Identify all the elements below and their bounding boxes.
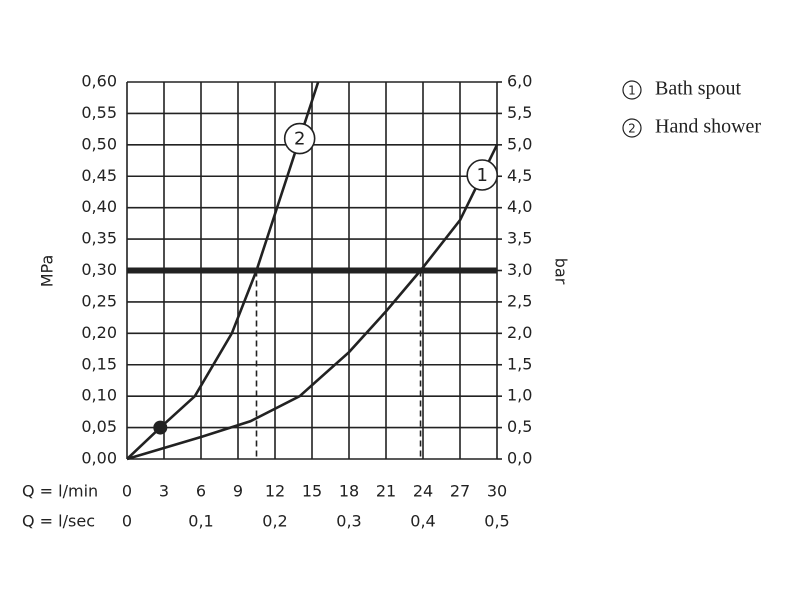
legend-symbol-text: 1 [628,84,636,98]
y-tick-label: 0,05 [81,417,117,436]
x2-tick-label: 0,2 [262,512,287,531]
y-tick-label: 0,40 [81,197,117,216]
x-tick-label: 27 [450,482,470,501]
y2-tick-label: 2,0 [507,323,532,342]
legend-label: Hand shower [655,116,761,138]
x2-tick-label: 0 [122,512,132,531]
y2-tick-label: 3,0 [507,260,532,279]
curve-label: 2 [294,129,305,150]
x2-tick-label: 0,3 [336,512,361,531]
legend-label: Bath spout [655,78,742,100]
legend-symbol [622,80,642,100]
curve-label: 1 [476,165,487,186]
y2-tick-label: 3,5 [507,229,532,248]
y-tick-label: 0,55 [81,103,117,122]
x-tick-label: 12 [265,482,285,501]
x-tick-label: 6 [196,482,206,501]
y-tick-label: 0,30 [81,260,117,279]
y-tick-label: 0,25 [81,291,117,310]
y2-tick-label: 1,5 [507,354,532,373]
x-tick-label: 3 [159,482,169,501]
y-tick-label: 0,00 [81,449,117,468]
x2-axis-label: Q = l/sec [22,512,95,531]
y2-tick-label: 6,0 [507,72,532,91]
x-tick-label: 15 [302,482,322,501]
curve-label-circle [283,122,316,155]
y-tick-label: 0,35 [81,229,117,248]
y2-tick-label: 5,0 [507,134,532,153]
x-tick-label: 9 [233,482,243,501]
y-tick-label: 0,45 [81,166,117,185]
y2-tick-label: 4,5 [507,166,532,185]
x-tick-label: 30 [487,482,507,501]
x-tick-label: 18 [339,482,359,501]
legend-symbol-text: 2 [628,122,636,136]
curve-label-circle [466,159,499,191]
y2-tick-label: 5,5 [507,103,532,122]
marked-point [153,420,168,435]
y-tick-label: 0,15 [81,354,117,373]
x-tick-label: 21 [376,482,396,501]
y2-tick-label: 4,0 [507,197,532,216]
legend-symbol [622,118,642,138]
x2-tick-label: 0,1 [188,512,213,531]
y2-tick-label: 2,5 [507,291,532,310]
x-tick-label: 0 [122,482,132,501]
y2-axis-label: bar [552,258,571,285]
y-tick-label: 0,60 [81,72,117,91]
y2-tick-label: 1,0 [507,386,532,405]
y-tick-label: 0,50 [81,134,117,153]
y-axis-label: MPa [38,255,57,288]
x2-tick-label: 0,5 [484,512,509,531]
x2-tick-label: 0,4 [410,512,435,531]
series-line [127,144,499,461]
y2-tick-label: 0,5 [507,417,532,436]
y-tick-label: 0,10 [81,386,117,405]
y-tick-label: 0,20 [81,323,117,342]
x-axis-label: Q = l/min [22,482,98,501]
x-tick-label: 24 [413,482,433,501]
y2-tick-label: 0,0 [507,449,532,468]
